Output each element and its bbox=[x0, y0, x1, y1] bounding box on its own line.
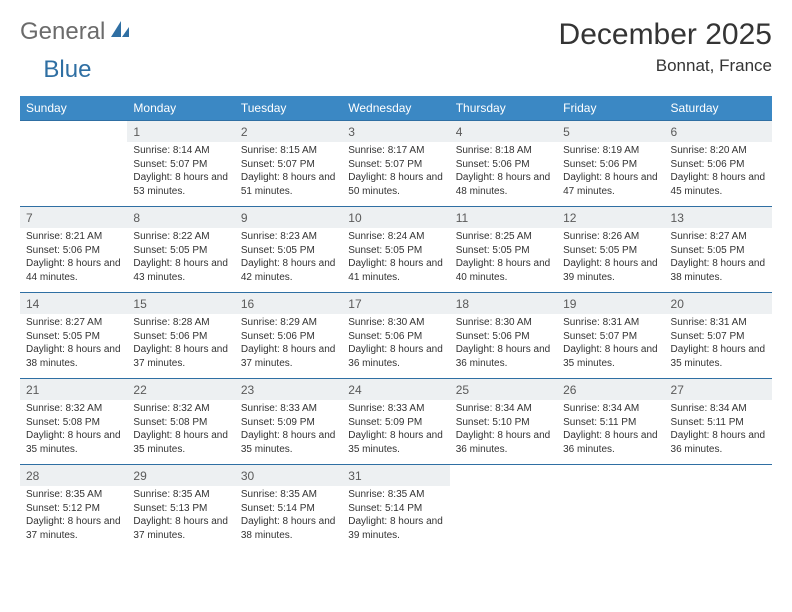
day-info bbox=[557, 486, 664, 550]
day-info: Sunrise: 8:35 AMSunset: 5:12 PMDaylight:… bbox=[20, 486, 127, 550]
day-info: Sunrise: 8:17 AMSunset: 5:07 PMDaylight:… bbox=[342, 142, 449, 207]
day-info: Sunrise: 8:30 AMSunset: 5:06 PMDaylight:… bbox=[450, 314, 557, 379]
day-info: Sunrise: 8:35 AMSunset: 5:13 PMDaylight:… bbox=[127, 486, 234, 550]
day-number: 22 bbox=[127, 379, 234, 401]
day-info: Sunrise: 8:34 AMSunset: 5:11 PMDaylight:… bbox=[557, 400, 664, 465]
weekday-header: Wednesday bbox=[342, 96, 449, 121]
daynum-row: 28293031 bbox=[20, 465, 772, 487]
day-number: 8 bbox=[127, 207, 234, 229]
day-number: 31 bbox=[342, 465, 449, 487]
day-info: Sunrise: 8:14 AMSunset: 5:07 PMDaylight:… bbox=[127, 142, 234, 207]
day-info bbox=[450, 486, 557, 550]
day-number: 19 bbox=[557, 293, 664, 315]
day-number bbox=[557, 465, 664, 487]
day-number: 14 bbox=[20, 293, 127, 315]
day-number: 23 bbox=[235, 379, 342, 401]
weekday-header: Thursday bbox=[450, 96, 557, 121]
brand-name-2: Blue bbox=[43, 56, 91, 84]
day-number: 18 bbox=[450, 293, 557, 315]
brand-name-1: General bbox=[20, 18, 105, 46]
day-number: 4 bbox=[450, 121, 557, 143]
day-number: 16 bbox=[235, 293, 342, 315]
day-info: Sunrise: 8:28 AMSunset: 5:06 PMDaylight:… bbox=[127, 314, 234, 379]
day-number: 12 bbox=[557, 207, 664, 229]
day-number: 24 bbox=[342, 379, 449, 401]
day-number: 11 bbox=[450, 207, 557, 229]
location-label: Bonnat, France bbox=[559, 56, 772, 76]
day-number: 30 bbox=[235, 465, 342, 487]
brand-logo: General bbox=[20, 18, 133, 46]
day-number: 20 bbox=[665, 293, 772, 315]
day-number: 21 bbox=[20, 379, 127, 401]
day-info: Sunrise: 8:20 AMSunset: 5:06 PMDaylight:… bbox=[665, 142, 772, 207]
day-info: Sunrise: 8:25 AMSunset: 5:05 PMDaylight:… bbox=[450, 228, 557, 293]
day-info: Sunrise: 8:24 AMSunset: 5:05 PMDaylight:… bbox=[342, 228, 449, 293]
day-info: Sunrise: 8:34 AMSunset: 5:11 PMDaylight:… bbox=[665, 400, 772, 465]
day-info-row: Sunrise: 8:21 AMSunset: 5:06 PMDaylight:… bbox=[20, 228, 772, 293]
day-info: Sunrise: 8:19 AMSunset: 5:06 PMDaylight:… bbox=[557, 142, 664, 207]
day-info: Sunrise: 8:33 AMSunset: 5:09 PMDaylight:… bbox=[235, 400, 342, 465]
day-info-row: Sunrise: 8:27 AMSunset: 5:05 PMDaylight:… bbox=[20, 314, 772, 379]
day-info: Sunrise: 8:27 AMSunset: 5:05 PMDaylight:… bbox=[20, 314, 127, 379]
day-info: Sunrise: 8:29 AMSunset: 5:06 PMDaylight:… bbox=[235, 314, 342, 379]
day-number: 2 bbox=[235, 121, 342, 143]
day-info-row: Sunrise: 8:35 AMSunset: 5:12 PMDaylight:… bbox=[20, 486, 772, 550]
day-number: 10 bbox=[342, 207, 449, 229]
daynum-row: 78910111213 bbox=[20, 207, 772, 229]
day-number: 17 bbox=[342, 293, 449, 315]
day-info: Sunrise: 8:18 AMSunset: 5:06 PMDaylight:… bbox=[450, 142, 557, 207]
day-number: 13 bbox=[665, 207, 772, 229]
weekday-header: Sunday bbox=[20, 96, 127, 121]
weekday-header: Saturday bbox=[665, 96, 772, 121]
calendar-table: Sunday Monday Tuesday Wednesday Thursday… bbox=[20, 96, 772, 550]
weekday-header: Tuesday bbox=[235, 96, 342, 121]
day-info bbox=[20, 142, 127, 207]
day-number: 25 bbox=[450, 379, 557, 401]
day-info: Sunrise: 8:15 AMSunset: 5:07 PMDaylight:… bbox=[235, 142, 342, 207]
day-info: Sunrise: 8:31 AMSunset: 5:07 PMDaylight:… bbox=[665, 314, 772, 379]
day-number: 9 bbox=[235, 207, 342, 229]
day-number: 7 bbox=[20, 207, 127, 229]
day-number bbox=[20, 121, 127, 143]
day-info: Sunrise: 8:34 AMSunset: 5:10 PMDaylight:… bbox=[450, 400, 557, 465]
day-info: Sunrise: 8:22 AMSunset: 5:05 PMDaylight:… bbox=[127, 228, 234, 293]
day-number: 5 bbox=[557, 121, 664, 143]
day-info: Sunrise: 8:26 AMSunset: 5:05 PMDaylight:… bbox=[557, 228, 664, 293]
day-info: Sunrise: 8:23 AMSunset: 5:05 PMDaylight:… bbox=[235, 228, 342, 293]
day-number: 27 bbox=[665, 379, 772, 401]
day-number: 6 bbox=[665, 121, 772, 143]
day-number: 28 bbox=[20, 465, 127, 487]
day-number: 29 bbox=[127, 465, 234, 487]
day-number: 1 bbox=[127, 121, 234, 143]
day-number: 26 bbox=[557, 379, 664, 401]
day-info: Sunrise: 8:30 AMSunset: 5:06 PMDaylight:… bbox=[342, 314, 449, 379]
day-number: 3 bbox=[342, 121, 449, 143]
day-info: Sunrise: 8:35 AMSunset: 5:14 PMDaylight:… bbox=[342, 486, 449, 550]
day-info: Sunrise: 8:32 AMSunset: 5:08 PMDaylight:… bbox=[127, 400, 234, 465]
weekday-header: Monday bbox=[127, 96, 234, 121]
daynum-row: 123456 bbox=[20, 121, 772, 143]
day-info: Sunrise: 8:31 AMSunset: 5:07 PMDaylight:… bbox=[557, 314, 664, 379]
weekday-header: Friday bbox=[557, 96, 664, 121]
page-title: December 2025 bbox=[559, 18, 772, 52]
weekday-header-row: Sunday Monday Tuesday Wednesday Thursday… bbox=[20, 96, 772, 121]
day-info: Sunrise: 8:27 AMSunset: 5:05 PMDaylight:… bbox=[665, 228, 772, 293]
day-info-row: Sunrise: 8:14 AMSunset: 5:07 PMDaylight:… bbox=[20, 142, 772, 207]
day-number: 15 bbox=[127, 293, 234, 315]
day-info: Sunrise: 8:35 AMSunset: 5:14 PMDaylight:… bbox=[235, 486, 342, 550]
day-number bbox=[450, 465, 557, 487]
day-info: Sunrise: 8:33 AMSunset: 5:09 PMDaylight:… bbox=[342, 400, 449, 465]
day-number bbox=[665, 465, 772, 487]
day-info-row: Sunrise: 8:32 AMSunset: 5:08 PMDaylight:… bbox=[20, 400, 772, 465]
daynum-row: 14151617181920 bbox=[20, 293, 772, 315]
day-info bbox=[665, 486, 772, 550]
sail-icon bbox=[109, 18, 131, 46]
day-info: Sunrise: 8:21 AMSunset: 5:06 PMDaylight:… bbox=[20, 228, 127, 293]
day-info: Sunrise: 8:32 AMSunset: 5:08 PMDaylight:… bbox=[20, 400, 127, 465]
daynum-row: 21222324252627 bbox=[20, 379, 772, 401]
